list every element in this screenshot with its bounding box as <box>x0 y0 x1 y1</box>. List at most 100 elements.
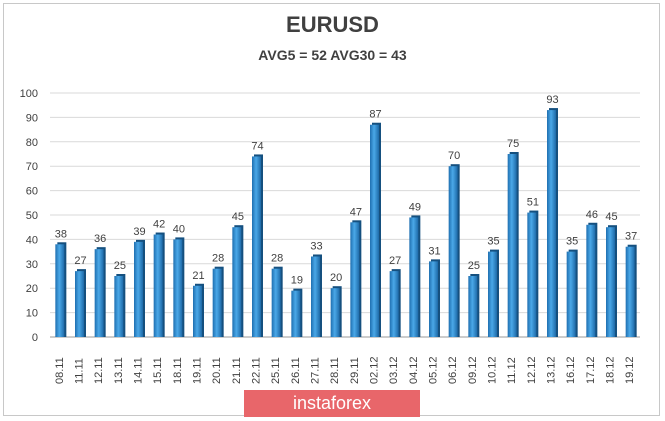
data-label: 25 <box>468 260 480 272</box>
data-label: 35 <box>487 236 499 248</box>
x-tick-label: 25.11 <box>270 357 282 384</box>
x-tick-label: 13.11 <box>113 357 125 384</box>
data-label: 45 <box>605 211 617 223</box>
x-tick-label: 03.12 <box>388 356 400 384</box>
x-tick-label: 12.12 <box>526 356 538 384</box>
bar <box>193 285 202 337</box>
data-label: 38 <box>55 228 67 240</box>
x-tick-label: 22.11 <box>251 357 263 384</box>
y-tick-label: 40 <box>26 234 38 246</box>
data-label: 47 <box>350 206 362 218</box>
x-tick-label: 14.11 <box>133 357 145 384</box>
bar <box>389 271 399 337</box>
y-tick-label: 30 <box>26 259 38 271</box>
bar <box>114 276 124 337</box>
y-tick-label: 0 <box>32 332 38 344</box>
x-tick-label: 02.12 <box>369 356 381 384</box>
x-tick-label: 26.11 <box>290 357 302 384</box>
x-tick-label: 12.11 <box>93 357 105 384</box>
bar <box>291 290 301 337</box>
data-label: 74 <box>251 140 263 152</box>
bar <box>212 268 222 337</box>
data-label: 70 <box>448 150 460 162</box>
bar <box>566 251 576 337</box>
y-tick-label: 80 <box>26 137 38 149</box>
bar <box>606 227 615 337</box>
x-tick-label: 04.12 <box>408 356 420 384</box>
x-tick-label: 19.12 <box>624 356 636 384</box>
bar <box>173 239 183 337</box>
data-label: 31 <box>428 245 440 257</box>
x-axis: 08.11 11.11 12.11 13.11 14.11 15.11 18.11 19.11… <box>54 356 636 384</box>
bar <box>55 244 65 337</box>
y-tick-label: 90 <box>26 112 38 124</box>
instaforex-logo: instaforex <box>244 390 420 417</box>
x-tick-label: 06.12 <box>447 356 459 384</box>
y-tick-label: 100 <box>20 88 38 100</box>
bar <box>75 271 84 337</box>
x-tick-label: 05.12 <box>428 356 440 384</box>
bar <box>134 241 143 337</box>
data-label: 27 <box>389 255 401 267</box>
y-tick-label: 70 <box>26 161 38 173</box>
bar <box>527 212 537 337</box>
x-tick-label: 16.12 <box>565 356 577 384</box>
bar <box>370 124 379 337</box>
data-label: 21 <box>192 270 204 282</box>
y-tick-label: 20 <box>26 283 38 295</box>
x-tick-label: 10.12 <box>487 356 499 384</box>
data-label: 51 <box>527 197 539 209</box>
bar <box>547 110 556 337</box>
bar <box>507 154 517 337</box>
y-tick-label: 50 <box>26 210 38 222</box>
data-label: 45 <box>232 211 244 223</box>
chart-title: EURUSD <box>286 12 379 37</box>
data-label: 75 <box>507 138 519 150</box>
x-tick-label: 11.12 <box>506 357 518 384</box>
bars <box>55 108 637 337</box>
bar <box>153 234 163 337</box>
bar <box>252 156 261 337</box>
data-label: 93 <box>546 94 558 106</box>
bar <box>271 268 281 337</box>
x-tick-label: 19.11 <box>192 357 204 384</box>
data-label: 49 <box>409 201 421 213</box>
x-tick-label: 09.12 <box>467 356 479 384</box>
data-label: 27 <box>74 255 86 267</box>
data-label: 19 <box>291 275 303 287</box>
data-label: 28 <box>212 253 224 265</box>
x-tick-label: 08.11 <box>54 357 66 384</box>
x-tick-label: 18.12 <box>605 356 617 384</box>
y-tick-label: 60 <box>26 186 38 198</box>
data-label: 28 <box>271 253 283 265</box>
data-label: 46 <box>586 209 598 221</box>
bar <box>429 261 438 337</box>
data-label: 37 <box>625 231 637 243</box>
x-tick-label: 17.12 <box>585 356 597 384</box>
data-labels: 38 27 36 25 39 42 40 21 28 45 74 28 19 33 20 47 87 27 49 31… <box>55 94 638 287</box>
x-tick-label: 18.11 <box>172 357 184 384</box>
data-label: 40 <box>173 223 185 235</box>
x-tick-label: 13.12 <box>546 356 558 384</box>
x-tick-label: 20.11 <box>211 357 223 384</box>
data-label: 39 <box>133 226 145 238</box>
x-tick-label: 29.11 <box>349 357 361 384</box>
x-tick-label: 15.11 <box>152 357 164 384</box>
y-tick-label: 10 <box>26 308 38 320</box>
data-label: 25 <box>114 260 126 272</box>
y-axis: 0 10 20 30 40 50 60 70 80 90 100 <box>20 88 38 344</box>
x-tick-label: 28.11 <box>329 357 341 384</box>
x-tick-label: 11.11 <box>74 358 86 384</box>
bar <box>468 276 478 337</box>
data-label: 33 <box>310 240 322 252</box>
bar <box>311 256 320 337</box>
bar <box>488 251 497 337</box>
data-label: 36 <box>94 233 106 245</box>
bar <box>350 222 360 337</box>
bar <box>232 227 242 337</box>
bar <box>409 217 419 337</box>
x-tick-label: 21.11 <box>231 357 243 384</box>
data-label: 87 <box>369 109 381 121</box>
bar <box>330 288 340 337</box>
